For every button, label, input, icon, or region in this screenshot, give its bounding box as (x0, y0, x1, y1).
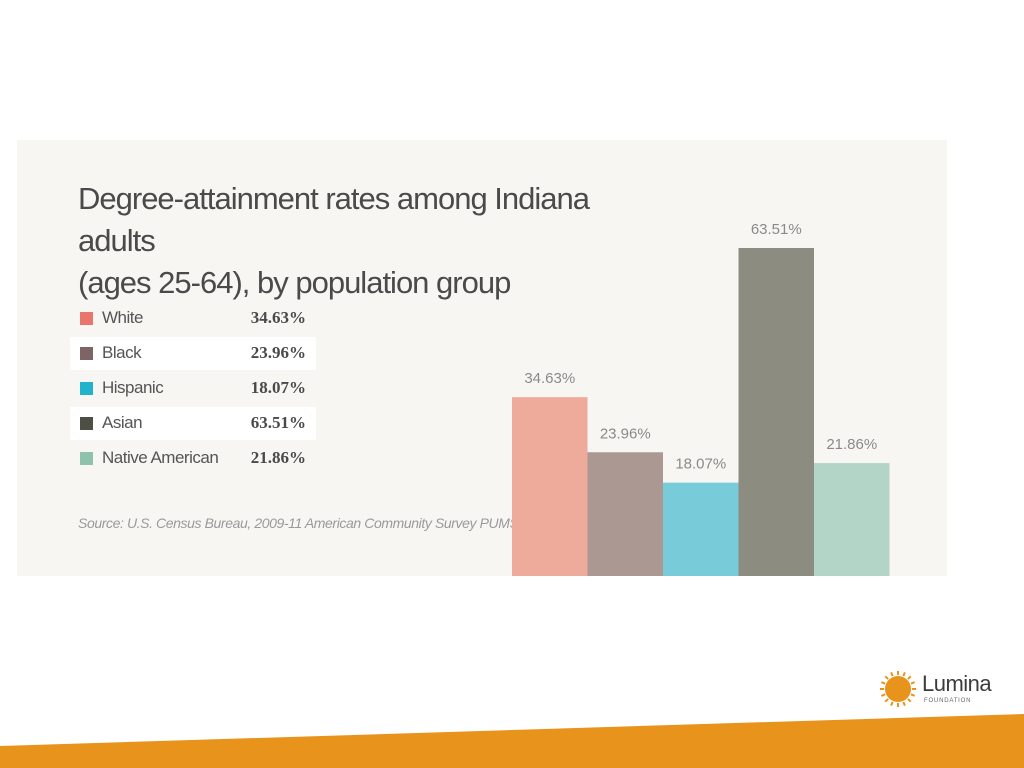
legend-swatch-asian (80, 417, 93, 430)
source-note: Source: U.S. Census Bureau, 2009-11 Amer… (78, 515, 543, 531)
title-line-2: (ages 25-64), by population group (78, 265, 511, 300)
sun-ray (884, 698, 889, 703)
sun-ray (907, 675, 912, 680)
footer-band (0, 714, 1024, 768)
sun-ray (880, 693, 886, 697)
legend-label-hispanic: Hispanic (102, 378, 164, 397)
legend-value-native-american: 21.86% (250, 448, 306, 467)
data-label-white: 34.63% (524, 370, 575, 387)
data-label-native-american: 21.86% (826, 436, 877, 453)
data-label-hispanic: 18.07% (675, 456, 726, 473)
sun-ray (910, 681, 916, 685)
sun-ray (890, 701, 894, 707)
sun-ray (910, 693, 916, 697)
legend-item-native-american: Native American 21.86% (70, 442, 316, 475)
bar-asian (738, 248, 814, 576)
logo-tagline: FOUNDATION (924, 698, 972, 704)
legend-swatch-hispanic (80, 382, 93, 395)
sun-ray (880, 681, 886, 685)
bar-black (587, 452, 663, 576)
bar-native-american (814, 463, 890, 576)
legend-label-black: Black (102, 343, 142, 362)
legend-item-asian: Asian 63.51% (70, 407, 316, 440)
data-label-black: 23.96% (600, 425, 651, 442)
logo-wordmark: Lumina (922, 671, 992, 696)
legend-swatch-native-american (80, 452, 93, 465)
lumina-logo: Lumina FOUNDATION (878, 667, 1008, 711)
legend-item-white: White 34.63% (70, 302, 316, 335)
bar-hispanic (663, 482, 739, 576)
sun-ray (902, 671, 906, 677)
chart-title: Degree-attainment rates among Indiana ad… (78, 178, 638, 304)
legend-label-native-american: Native American (102, 448, 219, 467)
legend-swatch-white (80, 312, 93, 325)
sun-ray (884, 675, 889, 680)
sun-ray (902, 701, 906, 707)
legend: White 34.63% Black 23.96% Hispanic 18.07… (70, 302, 316, 477)
sun-ray (907, 698, 912, 703)
sun-ray (890, 671, 894, 677)
title-line-1: Degree-attainment rates among Indiana ad… (78, 181, 590, 258)
legend-item-black: Black 23.96% (70, 337, 316, 370)
legend-value-black: 23.96% (250, 343, 306, 362)
legend-label-asian: Asian (102, 413, 143, 432)
legend-value-white: 34.63% (250, 308, 306, 327)
legend-item-hispanic: Hispanic 18.07% (70, 372, 316, 405)
sun-logo-icon (880, 671, 916, 707)
bar-white (512, 397, 588, 576)
legend-label-white: White (102, 308, 143, 327)
data-label-asian: 63.51% (751, 221, 802, 238)
legend-value-asian: 63.51% (250, 413, 306, 432)
legend-swatch-black (80, 347, 93, 360)
legend-value-hispanic: 18.07% (250, 378, 306, 397)
